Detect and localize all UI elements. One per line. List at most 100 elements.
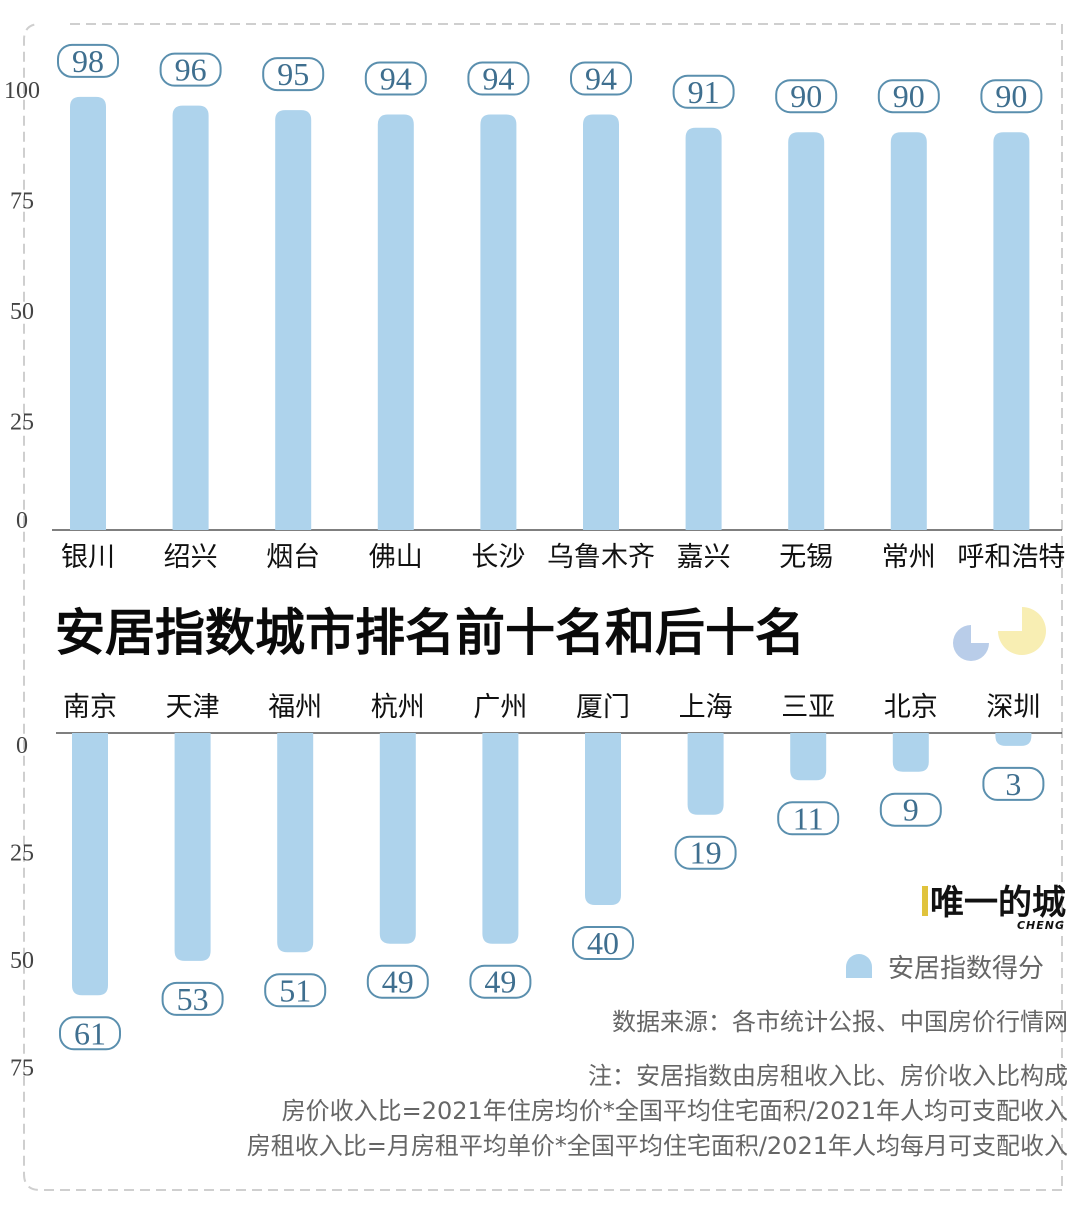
logo-mark-icon	[922, 886, 928, 916]
bottom-y-tick: 75	[10, 1056, 34, 1082]
top-y-tick: 0	[16, 508, 28, 534]
top-value-label-box	[364, 61, 427, 96]
bottom-value-label: 53	[177, 981, 209, 1017]
top-category-label: 无锡	[779, 542, 833, 573]
bottom-category-label: 广州	[473, 692, 527, 723]
logo-sub: CHENG	[1017, 919, 1065, 932]
bottom-value-label: 49	[382, 964, 414, 1000]
top-value-label-box	[57, 43, 119, 78]
blue-circle-icon	[953, 625, 989, 661]
top-value-label: 90	[995, 78, 1027, 114]
top-bar	[993, 132, 1030, 530]
bottom-category-label: 天津	[166, 692, 220, 723]
bottom-value-label-box	[161, 981, 224, 1016]
source-note: 数据来源：各市统计公报、中国房价行情网	[612, 1008, 1068, 1036]
bottom-value-label: 49	[484, 964, 516, 1000]
top-bar	[377, 114, 414, 531]
bottom-value-label-box	[264, 973, 327, 1008]
bottom-value-label: 9	[903, 792, 919, 828]
bottom-category-label: 上海	[679, 692, 733, 723]
note-line-1: 注：安居指数由房租收入比、房价收入比构成	[588, 1062, 1068, 1090]
bottom-bar	[174, 733, 211, 961]
top-y-tick: 25	[10, 410, 34, 436]
bottom-category-label: 三亚	[781, 692, 835, 723]
bottom-y-tick: 25	[10, 841, 34, 867]
bottom-bar	[790, 733, 827, 781]
top-category-label: 嘉兴	[677, 542, 731, 573]
bottom-bar	[379, 733, 416, 944]
logo-main: 唯一的城	[930, 883, 1066, 923]
bottom-value-label-box	[982, 766, 1045, 801]
legend-label: 安居指数得分	[888, 954, 1044, 984]
bottom-bar	[892, 733, 929, 772]
top-category-label: 银川	[61, 542, 115, 573]
bottom-category-label: 北京	[884, 692, 938, 723]
top-bar	[685, 127, 722, 530]
bottom-value-label-box	[366, 964, 429, 999]
top-value-label-box	[980, 79, 1043, 114]
top-bar	[788, 132, 825, 530]
top-y-tick: 75	[10, 189, 34, 215]
legend: 安居指数得分	[846, 954, 1044, 984]
bottom-category-label: 厦门	[576, 692, 630, 723]
top-category-label: 长沙	[471, 542, 525, 573]
top-value-label-box	[877, 79, 940, 114]
bottom-value-label: 11	[793, 800, 824, 836]
bottom-value-label: 40	[587, 925, 619, 961]
top-value-label: 91	[688, 74, 720, 110]
bottom-category-label: 福州	[268, 692, 322, 723]
top-category-label: 佛山	[369, 542, 423, 573]
bottom-category-label: 深圳	[986, 692, 1040, 723]
top-category-label: 常州	[882, 542, 936, 573]
bottom-value-label-box	[572, 926, 634, 960]
bottom-value-label: 3	[1005, 766, 1021, 802]
bottom-bar	[482, 733, 519, 944]
top-value-label: 98	[72, 43, 104, 79]
top-category-label: 乌鲁木齐	[547, 542, 655, 573]
bottom-chart: 0 25 50 75 61 南京 53 天津 51 福州 49 杭州 49 广州 40 厦门 19 上海 11 三亚 9…	[10, 692, 1062, 1082]
top-bar	[172, 105, 209, 531]
bottom-category-label: 南京	[63, 692, 117, 723]
top-bar	[890, 132, 927, 530]
top-value-label: 94	[482, 61, 514, 97]
top-value-label: 90	[893, 78, 925, 114]
top-y-tick: 100	[4, 78, 40, 104]
bottom-value-label: 51	[279, 972, 311, 1008]
top-value-label-box	[570, 61, 632, 96]
yellow-circle-icon	[998, 607, 1046, 655]
logo: 唯一的城 CHENG	[922, 883, 1066, 932]
bottom-bar	[72, 733, 108, 996]
bottom-bar	[995, 733, 1032, 746]
top-value-label-box	[672, 74, 735, 109]
top-value-label: 94	[585, 61, 617, 97]
top-category-label: 烟台	[266, 542, 320, 573]
note-line-2: 房价收入比=2021年住房均价*全国平均住宅面积/2021年人均可支配收入	[282, 1097, 1068, 1125]
top-value-label-box	[159, 52, 222, 87]
note-line-3: 房租收入比=月房租平均单价*全国平均住宅面积/2021年人均每月可支配收入	[247, 1132, 1068, 1160]
top-value-label: 90	[790, 78, 822, 114]
bottom-value-label-box	[674, 835, 737, 870]
top-chart: 0 25 50 75 100 98 银川 96 绍兴 95 烟台 94 佛山 94 长沙 94 乌鲁木齐 91 嘉兴…	[4, 43, 1065, 573]
top-bar	[275, 110, 312, 530]
bottom-y-tick: 0	[16, 733, 28, 759]
bottom-bar	[687, 733, 724, 815]
top-value-label-box	[467, 61, 530, 96]
bottom-value-label-box	[879, 792, 942, 827]
top-bar	[480, 114, 517, 531]
title-decoration-icon	[953, 607, 1046, 661]
top-bar	[583, 114, 619, 531]
top-value-label-box	[775, 79, 838, 114]
bottom-category-label: 杭州	[371, 692, 425, 723]
top-y-tick: 50	[10, 299, 34, 325]
top-value-label: 96	[175, 52, 207, 88]
bottom-value-label: 61	[74, 1015, 106, 1051]
top-category-label: 呼和浩特	[957, 542, 1065, 573]
bottom-value-label: 19	[690, 835, 722, 871]
frame-border	[23, 23, 1063, 1191]
top-category-label: 绍兴	[164, 542, 218, 573]
bottom-y-tick: 50	[10, 948, 34, 974]
bottom-value-label-box	[777, 801, 840, 836]
bottom-bar	[585, 733, 621, 905]
